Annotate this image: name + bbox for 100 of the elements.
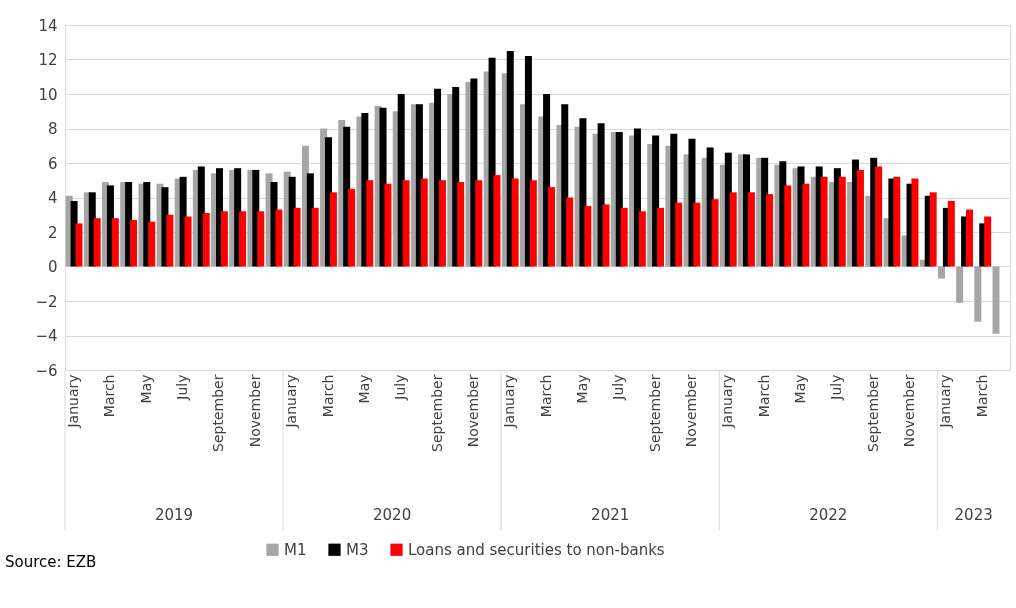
x-tick-label: November: [682, 374, 699, 448]
bar: [402, 180, 410, 267]
bar: [257, 211, 265, 267]
x-tick-label: September: [646, 374, 663, 452]
bar: [148, 221, 156, 267]
x-tick-label: January: [937, 374, 954, 429]
y-tick-label: −6: [35, 361, 58, 380]
bar: [657, 207, 665, 267]
bar: [893, 176, 901, 267]
bar: [348, 188, 356, 267]
x-tick-label: November: [246, 374, 263, 448]
bar: [929, 192, 937, 267]
legend-label: Loans and securities to non-banks: [408, 540, 665, 559]
bar: [602, 204, 610, 267]
text: 2022: [809, 506, 848, 524]
y-tick-label: 14: [38, 16, 58, 35]
bar: [548, 187, 555, 267]
bar: [457, 181, 465, 267]
x-tick-label: March: [755, 374, 772, 418]
x-tick-label: July: [828, 374, 845, 401]
bar: [493, 175, 501, 267]
bar: [166, 214, 174, 267]
x-tick-label: May: [792, 374, 809, 404]
y-tick-label: 4: [47, 189, 58, 207]
x-tick-label: May: [137, 374, 154, 404]
text: 2019: [154, 506, 194, 524]
x-tick-label: July: [610, 374, 627, 401]
bar: [293, 207, 301, 267]
bar: [638, 211, 646, 267]
bar: [711, 199, 719, 267]
x-tick-label: January: [65, 374, 82, 429]
bar: [984, 216, 992, 267]
x-tick-label: January: [719, 374, 736, 429]
bar: [202, 213, 210, 267]
legend-label: M3: [346, 540, 369, 559]
bar: [947, 200, 955, 267]
bar: [693, 202, 701, 267]
bar: [329, 192, 337, 267]
x-tick-label: January: [501, 374, 518, 429]
text: 2020: [373, 506, 412, 524]
bar: [729, 192, 737, 267]
bar: [93, 218, 101, 267]
bar: [130, 219, 138, 267]
bar: [584, 206, 592, 267]
bar: [475, 180, 483, 267]
x-tick-label: July: [174, 374, 191, 401]
y-tick-label: −2: [35, 292, 58, 311]
bar: [220, 211, 228, 267]
bar: [965, 209, 973, 267]
bar: [184, 216, 192, 267]
bar: [566, 197, 574, 267]
source-note: Source: EZB: [5, 553, 97, 571]
bar: [111, 218, 119, 267]
bar: [420, 178, 428, 267]
x-tick-label: September: [864, 374, 881, 452]
x-tick-label: March: [973, 374, 990, 418]
bar: [911, 178, 919, 267]
x-tick-label: September: [210, 374, 227, 452]
bar: [384, 183, 392, 267]
bar: [974, 266, 982, 322]
bar: [529, 180, 537, 267]
x-tick-label: July: [392, 374, 409, 401]
bar: [75, 223, 83, 267]
bar: [275, 209, 283, 267]
text: 2021: [591, 506, 630, 524]
bar: [992, 266, 1000, 334]
bar: [239, 211, 247, 267]
y-tick-label: 12: [38, 51, 58, 69]
y-tick-label: 8: [47, 120, 58, 138]
bar: [838, 176, 846, 267]
x-tick-label: September: [428, 374, 445, 452]
bar: [675, 202, 683, 267]
bar: [856, 169, 864, 267]
legend-label: M1: [284, 540, 307, 559]
y-tick-label: 0: [47, 258, 58, 276]
bar: [311, 207, 319, 267]
bar: [438, 180, 446, 267]
bar: [747, 192, 755, 267]
y-tick-label: 2: [47, 223, 58, 242]
bar: [802, 183, 810, 267]
bar: [820, 176, 828, 267]
x-tick-label: March: [319, 374, 336, 418]
bar: [784, 185, 792, 267]
bar: [956, 266, 964, 303]
x-tick-label: March: [537, 374, 554, 418]
y-tick-label: 10: [38, 85, 58, 104]
bar: [766, 194, 774, 267]
y-tick-label: −4: [35, 327, 58, 345]
bar: [620, 207, 628, 267]
bar: [366, 180, 374, 267]
x-tick-label: November: [464, 374, 481, 448]
x-tick-label: November: [901, 374, 918, 448]
bar: [511, 178, 519, 267]
bar: [937, 266, 945, 279]
bar: [875, 166, 883, 267]
x-tick-label: January: [283, 374, 300, 429]
y-tick-label: 6: [47, 154, 58, 173]
text: 2023: [954, 506, 993, 524]
x-tick-label: March: [101, 374, 118, 418]
x-tick-label: May: [573, 374, 590, 404]
